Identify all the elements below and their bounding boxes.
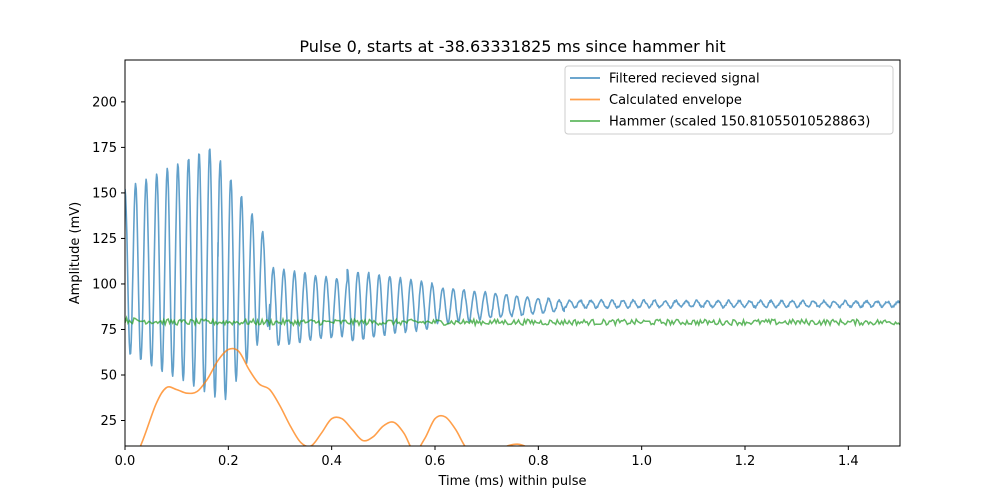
legend-label: Hammer (scaled 150.81055010528863)	[609, 115, 870, 130]
y-tick-label: 200	[92, 95, 117, 110]
x-tick-label: 0.0	[115, 454, 136, 469]
filtered-signal-line	[125, 148, 900, 401]
x-axis: 0.0 0.2 0.4 0.6 0.8 1.0 1.2 1.4	[115, 446, 859, 469]
hammer-line	[125, 315, 900, 328]
legend: Filtered recieved signal Calculated envel…	[564, 65, 894, 135]
y-tick-label: 25	[100, 414, 117, 429]
y-tick-label: 100	[92, 277, 117, 292]
y-tick-label: 50	[100, 368, 117, 383]
x-tick-label: 0.2	[218, 454, 239, 469]
x-tick-label: 0.8	[528, 454, 549, 469]
legend-box	[564, 65, 894, 135]
chart-title: Pulse 0, starts at -38.63331825 ms since…	[299, 37, 725, 56]
legend-label: Calculated envelope	[609, 93, 742, 108]
y-axis: 25 50 75 100 125 150 175 200	[92, 95, 125, 429]
y-tick-label: 75	[100, 323, 117, 338]
y-tick-label: 175	[92, 141, 117, 156]
y-axis-label: Amplitude (mV)	[68, 202, 83, 304]
y-tick-label: 150	[92, 186, 117, 201]
y-tick-label: 125	[92, 232, 117, 247]
x-tick-label: 1.4	[838, 454, 859, 469]
x-tick-label: 1.0	[631, 454, 652, 469]
x-tick-label: 0.4	[321, 454, 342, 469]
x-tick-label: 1.2	[735, 454, 756, 469]
envelope-line	[139, 347, 527, 446]
series-layer	[125, 148, 900, 446]
legend-label: Filtered recieved signal	[609, 72, 760, 87]
plot-frame	[124, 59, 901, 447]
x-axis-label: Time (ms) within pulse	[437, 474, 586, 489]
x-tick-label: 0.6	[425, 454, 446, 469]
